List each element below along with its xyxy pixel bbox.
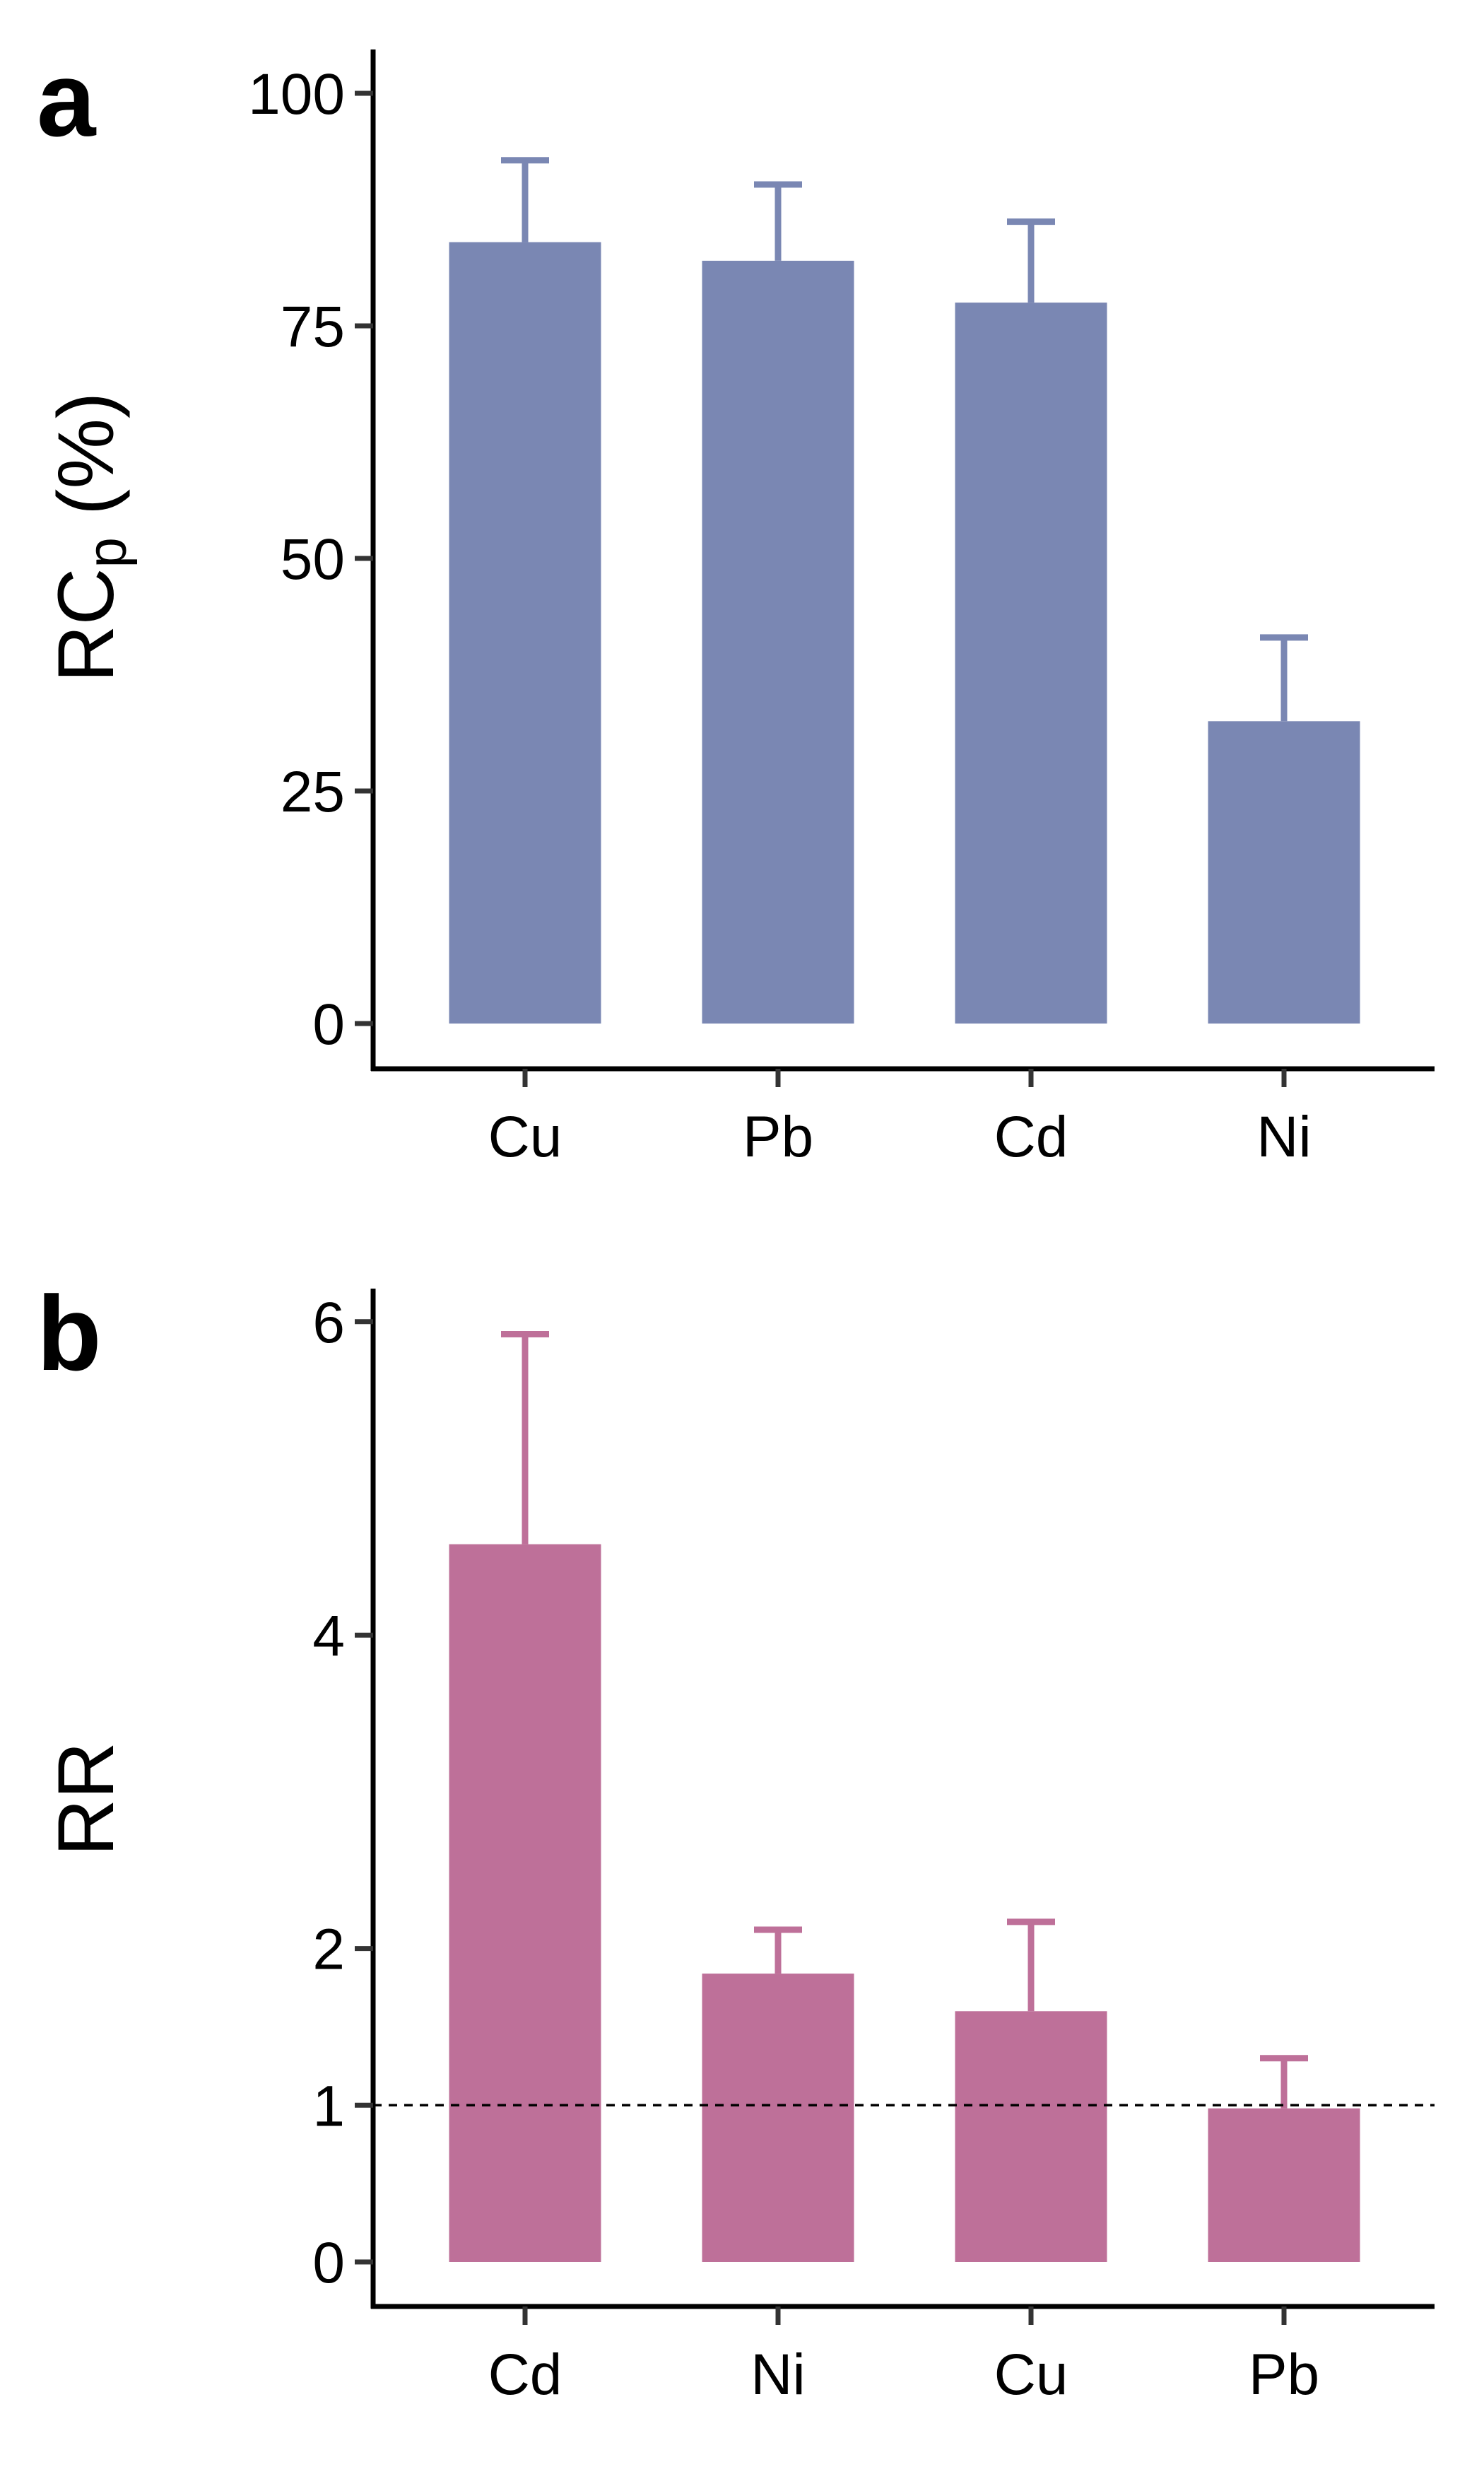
panel-b-bars <box>373 1331 1435 2262</box>
panel-b-y-tick-label: 6 <box>312 1291 345 1355</box>
panel-a-y-axis-label: RCp (%) <box>42 392 138 682</box>
panel-b-bar-ni <box>702 1974 854 2262</box>
panel-a-y-tick-label: 0 <box>312 992 345 1057</box>
panel-a-bar-ni <box>1208 721 1360 1024</box>
panel-a-x-tick-label-pb: Pb <box>743 1105 813 1169</box>
panel-a-axes: 0 25 50 75 100 Cu Pb Cd Ni <box>248 49 1435 1169</box>
panel-b: b RR 0 1 2 4 6 Cd Ni Cu Pb <box>37 1274 1435 2407</box>
panel-a-y-tick-label: 75 <box>281 295 345 359</box>
panel-a-bars <box>449 157 1360 1024</box>
panel-b-letter: b <box>37 1274 102 1393</box>
panel-b-y-tick-label: 0 <box>312 2231 345 2295</box>
panel-a-y-tick-label: 50 <box>281 527 345 592</box>
panel-b-axes: 0 1 2 4 6 Cd Ni Cu Pb <box>312 1289 1435 2407</box>
panel-b-x-tick-label-cu: Cu <box>994 2343 1068 2407</box>
panel-b-x-tick-label-cd: Cd <box>488 2343 563 2407</box>
panel-b-bar-cu <box>955 2011 1107 2262</box>
panel-a-y-tick-label: 100 <box>248 62 345 127</box>
panel-a-bar-cu <box>449 242 601 1024</box>
panel-b-y-tick-label: 2 <box>312 1918 345 1982</box>
panel-b-bar-cd <box>449 1544 601 2262</box>
panel-b-y-axis-label: RR <box>42 1742 130 1856</box>
panel-b-y-tick-label: 1 <box>312 2074 345 2138</box>
panel-a-bar-pb <box>702 260 854 1024</box>
panel-a-bar-cd <box>955 303 1107 1024</box>
panel-b-bar-pb <box>1208 2108 1360 2262</box>
panel-b-y-tick-label: 4 <box>312 1604 345 1668</box>
panel-a-y-label-tail: (%) <box>42 392 130 537</box>
panel-a: a RCp (%) 0 25 50 75 100 Cu Pb Cd Ni <box>37 40 1435 1169</box>
panel-a-y-tick-label: 25 <box>281 760 345 824</box>
panel-a-x-tick-label-cu: Cu <box>488 1105 563 1169</box>
panel-a-x-tick-label-cd: Cd <box>994 1105 1068 1169</box>
panel-b-x-tick-label-pb: Pb <box>1249 2343 1319 2407</box>
panel-a-x-tick-label-ni: Ni <box>1256 1105 1311 1169</box>
panel-b-x-tick-label-ni: Ni <box>750 2343 805 2407</box>
panel-a-y-label-main: RC <box>42 568 130 682</box>
panel-a-y-label-sub: p <box>76 537 138 568</box>
panel-a-letter: a <box>37 40 97 158</box>
